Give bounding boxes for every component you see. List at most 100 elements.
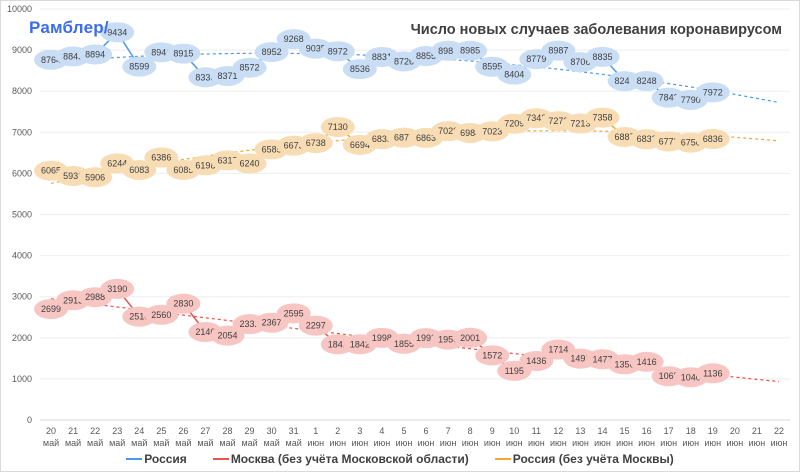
data-label-text: 7213: [570, 119, 590, 129]
data-label-text: 7790: [681, 95, 701, 105]
data-label-text: 2560: [151, 310, 171, 320]
x-tick-month: июн: [550, 438, 567, 448]
data-label-bubble: [100, 22, 135, 43]
data-label-text: 1136: [703, 368, 722, 378]
legend: Россия Москва (без учёта Московской обла…: [0, 452, 800, 466]
data-label-bubble: [254, 42, 289, 63]
data-label: 8987: [541, 40, 576, 61]
x-tick-month: июн: [396, 438, 413, 448]
data-label: 8248: [629, 71, 664, 92]
data-label-bubble: [453, 327, 488, 348]
data-label-text: 6863: [416, 133, 436, 143]
x-tick-day: 31: [289, 426, 299, 436]
x-tick-month: май: [153, 438, 169, 448]
x-axis-ticks: 20май21май22май23май24май25май26май27май…: [43, 426, 787, 448]
data-label-bubble: [144, 304, 179, 325]
x-tick-month: июн: [704, 438, 721, 448]
legend-item-moscow[interactable]: Москва (без учёта Московской области): [212, 452, 469, 466]
data-label-text: 2054: [217, 331, 237, 341]
data-label-text: 6065: [41, 166, 61, 176]
data-label: 1572: [475, 345, 510, 366]
x-tick-month: июн: [616, 438, 633, 448]
x-tick-day: 21: [68, 426, 78, 436]
data-label-text: 1493: [570, 354, 590, 364]
y-tick-label: 3000: [12, 292, 32, 302]
x-tick-month: июн: [660, 438, 677, 448]
data-label: 8536: [342, 59, 377, 80]
data-label-text: 8835: [592, 52, 612, 62]
data-label-text: 6836: [703, 134, 723, 144]
legend-item-russia[interactable]: Россия: [126, 452, 187, 466]
data-label-text: 8952: [262, 47, 282, 57]
data-label-text: 5936: [63, 171, 83, 181]
x-tick-month: май: [219, 438, 235, 448]
legend-label-russia: Россия: [144, 452, 187, 466]
x-tick-day: 29: [245, 426, 255, 436]
x-tick-month: июн: [418, 438, 435, 448]
x-tick-day: 20: [46, 426, 56, 436]
legend-item-russia-without-moscow[interactable]: Россия (без учёта Москвы): [494, 452, 674, 466]
x-tick-day: 9: [490, 426, 495, 436]
y-tick-label: 5000: [12, 210, 32, 220]
data-label-text: 7209: [504, 119, 524, 129]
data-label-bubble: [475, 345, 510, 366]
data-label-text: 8338: [195, 72, 215, 82]
data-label: 8894: [78, 44, 113, 65]
x-tick-month: июн: [528, 438, 545, 448]
x-tick-day: 15: [620, 426, 630, 436]
data-label: 2830: [166, 293, 201, 314]
data-label-text: 8371: [217, 71, 237, 81]
data-label-text: 2516: [129, 312, 149, 322]
x-tick-month: июн: [329, 438, 346, 448]
data-label: 6738: [298, 133, 333, 154]
data-label-text: 1572: [482, 350, 502, 360]
data-label-text: 1195: [505, 366, 524, 376]
data-label: 2595: [276, 303, 311, 324]
data-label-text: 6984: [460, 128, 480, 138]
data-label: 8404: [497, 64, 532, 85]
data-label-bubble: [122, 56, 157, 77]
x-tick-month: июн: [462, 438, 479, 448]
data-label-bubble: [695, 82, 730, 103]
data-label: 1436: [519, 350, 554, 371]
legend-swatch-russia: [126, 458, 143, 460]
data-label-text: 1855: [394, 339, 414, 349]
x-tick-month: июн: [572, 438, 589, 448]
data-label-text: 3190: [107, 284, 127, 294]
x-tick-day: 22: [774, 426, 784, 436]
data-label: 3190: [100, 278, 135, 299]
x-tick-day: 7: [446, 426, 451, 436]
data-label: 8572: [232, 57, 267, 78]
data-label-text: 8595: [482, 62, 502, 72]
data-label-text: 6675: [284, 141, 304, 151]
x-tick-day: 20: [730, 426, 740, 436]
x-tick-month: июн: [771, 438, 788, 448]
data-label: 7358: [585, 107, 620, 128]
data-label-text: 2367: [262, 318, 282, 328]
data-label-text: 8894: [85, 49, 105, 59]
data-label-text: 1040: [681, 372, 701, 382]
x-tick-month: май: [241, 438, 257, 448]
data-label-text: 6244: [107, 158, 127, 168]
data-label-text: 6386: [151, 153, 171, 163]
data-label-text: 8599: [129, 62, 149, 72]
data-label-text: 1477: [592, 354, 612, 364]
x-tick-month: июн: [749, 438, 766, 448]
x-tick-month: май: [43, 438, 59, 448]
data-label: 2297: [298, 315, 333, 336]
x-tick-day: 16: [642, 426, 652, 436]
data-label-bubble: [166, 293, 201, 314]
data-label-text: 2988: [85, 292, 105, 302]
y-tick-label: 6000: [12, 168, 32, 178]
y-tick-label: 2000: [12, 333, 32, 343]
data-label-text: 7972: [703, 87, 723, 97]
data-label: 2054: [210, 325, 245, 346]
y-axis-ticks: 0 1000 2000 3000 4000 5000 6000 7000 8000 9000 100…: [7, 4, 32, 425]
data-label-text: 8706: [570, 57, 590, 67]
data-label-text: 6832: [637, 134, 657, 144]
x-tick-day: 4: [379, 426, 384, 436]
x-tick-day: 23: [112, 426, 122, 436]
data-label-text: 6585: [262, 144, 282, 154]
data-label: 5906: [78, 167, 113, 188]
